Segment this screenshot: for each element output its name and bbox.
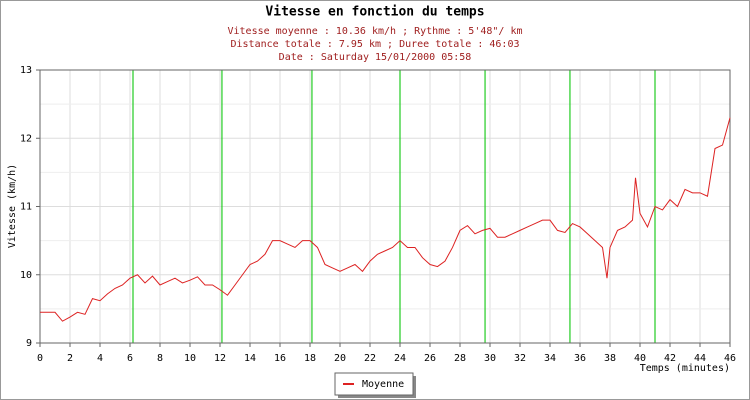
x-tick-label: 16 [274,353,286,364]
x-tick-label: 14 [244,353,256,364]
x-tick-label: 30 [484,353,496,364]
y-tick-label: 13 [20,65,32,76]
x-tick-label: 38 [604,353,616,364]
line [40,117,731,322]
y-tick-label: 9 [26,338,32,349]
x-tick-label: 8 [157,353,163,364]
subtitle: Distance totale : 7.95 km ; Duree totale… [231,39,520,50]
x-tick-label: 10 [184,353,196,364]
y-tick-label: 10 [20,270,32,281]
x-tick-label: 40 [634,353,646,364]
subtitle: Date : Saturday 15/01/2000 05:58 [279,52,472,63]
x-tick-label: 42 [664,353,676,364]
y-tick-label: 11 [20,202,32,213]
subtitle: Vitesse moyenne : 10.36 km/h ; Rythme : … [227,26,522,37]
y-tick-label: 12 [20,133,32,144]
x-tick-label: 0 [37,353,43,364]
x-tick-label: 32 [514,353,526,364]
x-tick-label: 26 [424,353,436,364]
y-axis-label: Vitesse (km/h) [7,164,18,248]
x-tick-label: 36 [574,353,586,364]
x-tick-label: 46 [724,353,736,364]
x-tick-label: 2 [67,353,73,364]
x-axis-label: Temps (minutes) [640,363,730,374]
x-tick-label: 18 [304,353,316,364]
chart-title: Vitesse en fonction du temps [265,5,484,20]
legend [334,372,414,396]
x-tick-label: 44 [694,353,706,364]
legend-label: Moyenne [362,379,404,390]
x-tick-label: 34 [544,353,556,364]
x-tick-label: 20 [334,353,346,364]
x-tick-label: 28 [454,353,466,364]
x-tick-label: 4 [97,353,103,364]
x-tick-label: 6 [127,353,133,364]
x-tick-label: 12 [214,353,226,364]
x-tick-label: 24 [394,353,406,364]
x-tick-label: 22 [364,353,376,364]
